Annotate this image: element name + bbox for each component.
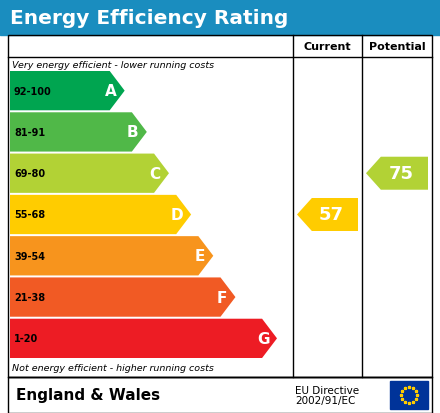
- Text: England & Wales: England & Wales: [16, 387, 160, 403]
- Text: E: E: [194, 249, 205, 263]
- Text: 21-38: 21-38: [14, 292, 45, 302]
- Text: 69-80: 69-80: [14, 169, 45, 179]
- Text: 92-100: 92-100: [14, 86, 52, 96]
- Polygon shape: [10, 195, 191, 235]
- Text: Very energy efficient - lower running costs: Very energy efficient - lower running co…: [12, 60, 214, 69]
- Polygon shape: [10, 237, 213, 276]
- Text: Energy Efficiency Rating: Energy Efficiency Rating: [10, 9, 288, 27]
- Text: Potential: Potential: [369, 42, 425, 52]
- Polygon shape: [10, 319, 277, 358]
- Text: 57: 57: [319, 206, 344, 224]
- Text: F: F: [216, 290, 227, 305]
- Text: 2002/91/EC: 2002/91/EC: [295, 395, 356, 405]
- Bar: [390, 381, 428, 409]
- Polygon shape: [10, 113, 147, 152]
- Text: B: B: [127, 125, 139, 140]
- Text: 75: 75: [389, 165, 414, 183]
- Polygon shape: [10, 72, 125, 111]
- Bar: [0, 0, 440, 36]
- Polygon shape: [366, 157, 428, 190]
- Text: 1-20: 1-20: [14, 334, 38, 344]
- Text: D: D: [171, 207, 183, 223]
- Text: Current: Current: [304, 42, 351, 52]
- Polygon shape: [10, 278, 235, 317]
- Polygon shape: [10, 154, 169, 193]
- Text: EU Directive: EU Directive: [295, 385, 359, 395]
- Text: Not energy efficient - higher running costs: Not energy efficient - higher running co…: [12, 363, 214, 373]
- Text: 81-91: 81-91: [14, 128, 45, 138]
- Text: 39-54: 39-54: [14, 251, 45, 261]
- Polygon shape: [297, 199, 358, 231]
- Text: 55-68: 55-68: [14, 210, 45, 220]
- Text: C: C: [150, 166, 161, 181]
- Text: A: A: [105, 84, 117, 99]
- Bar: [8, 36, 432, 377]
- Bar: [8, 377, 432, 413]
- Text: G: G: [257, 331, 269, 346]
